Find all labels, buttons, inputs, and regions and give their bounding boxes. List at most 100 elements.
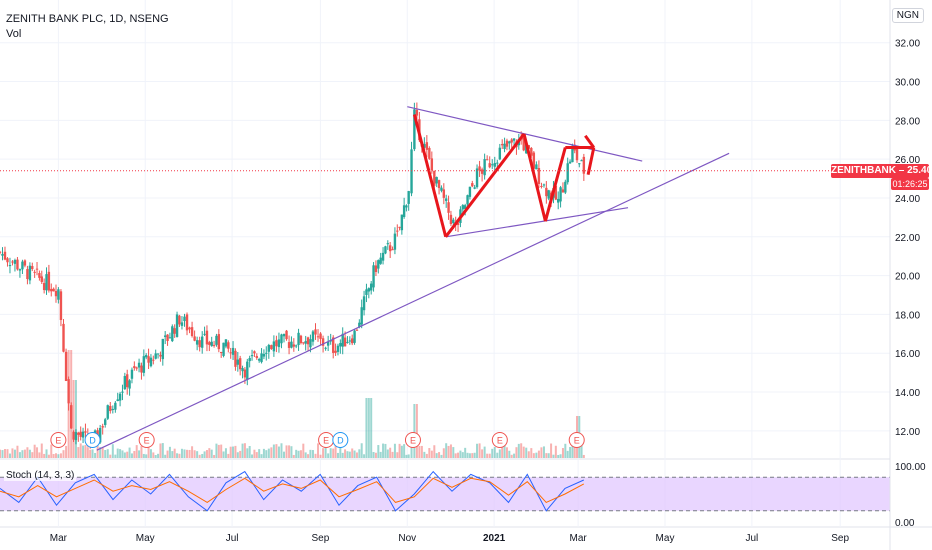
- zigzag-segment: [444, 132, 526, 238]
- candle-body: [369, 283, 373, 291]
- candle-body: [400, 214, 404, 231]
- candle-body: [147, 356, 150, 363]
- volume-bar: [365, 398, 368, 458]
- zigzag-segment: [522, 133, 547, 222]
- volume-bar: [201, 453, 204, 458]
- candle-body: [250, 355, 254, 357]
- volume-bar: [496, 452, 499, 458]
- volume-bar: [461, 452, 464, 458]
- event-marker-circle: [568, 432, 585, 448]
- volume-bar: [152, 452, 155, 458]
- volume-bar: [478, 443, 481, 458]
- candle-body: [38, 273, 41, 278]
- price-axis[interactable]: 12.00 14.00 16.00 18.00 20.00 22.00 24.00 26.00…: [889, 0, 926, 550]
- candle-body: [285, 330, 288, 340]
- candle-body: [478, 166, 481, 171]
- event-marker-label: E: [55, 436, 61, 446]
- candle-body: [505, 140, 509, 147]
- volume-bar: [569, 446, 572, 458]
- trend-drawings[interactable]: [96, 106, 730, 451]
- volume-bar: [363, 454, 366, 458]
- candle-body: [26, 269, 29, 280]
- volume-bar: [205, 450, 208, 458]
- volume-bar: [405, 454, 408, 458]
- volume-bar: [140, 445, 143, 458]
- candle-body: [321, 338, 325, 346]
- candle-body: [253, 351, 256, 354]
- zigzag-segment: [412, 114, 448, 238]
- event-marker-label: E: [410, 436, 416, 446]
- volume-bar: [561, 448, 564, 458]
- candle-body: [480, 169, 484, 174]
- volume-bar: [329, 448, 332, 458]
- candle-body: [545, 187, 548, 197]
- candle-body: [31, 266, 34, 270]
- candle-body: [52, 288, 55, 292]
- candle-body: [265, 352, 268, 354]
- currency-badge[interactable]: NGN: [891, 8, 924, 23]
- volume-bar: [403, 444, 406, 458]
- candle-body: [542, 184, 546, 186]
- volume-bar: [8, 453, 11, 458]
- candle-body: [64, 351, 68, 381]
- candle-body: [224, 339, 228, 347]
- volume-bar: [147, 447, 150, 458]
- candle-body: [334, 350, 337, 353]
- volume-bar: [128, 447, 131, 458]
- volume-bar: [26, 447, 29, 458]
- candle-body: [35, 268, 39, 270]
- volume-bar: [476, 443, 479, 458]
- candle-body: [282, 333, 286, 337]
- symbol-title[interactable]: ZENITH BANK PLC, 1D, NSENG: [6, 13, 169, 25]
- candle-body: [372, 265, 375, 288]
- candle-body: [339, 343, 342, 347]
- candle-body: [498, 147, 502, 160]
- volume-bar: [123, 452, 126, 458]
- volume-bar: [79, 443, 82, 458]
- candle-body: [246, 361, 249, 380]
- volume-bar: [384, 443, 387, 458]
- candle-body: [159, 354, 162, 357]
- arrow-head-upper: [584, 134, 596, 149]
- candle-body: [123, 376, 127, 390]
- candle-body: [178, 315, 181, 325]
- candle-body: [398, 226, 401, 228]
- volume-bar: [353, 450, 356, 458]
- event-marker-circle: [84, 432, 101, 448]
- candle-body: [149, 357, 153, 367]
- volume-bar: [393, 443, 396, 458]
- volume-legend[interactable]: Vol: [6, 28, 22, 40]
- candle-body: [154, 353, 157, 359]
- candle-body: [79, 431, 82, 437]
- candle-body: [568, 161, 572, 164]
- candle-body: [77, 432, 80, 435]
- candle-body: [530, 148, 533, 156]
- candle-body: [195, 340, 199, 345]
- volume-bar: [355, 452, 358, 458]
- volume-bar: [28, 449, 31, 458]
- volume-bar: [573, 443, 576, 458]
- volume-bar: [166, 450, 169, 458]
- candle-body: [287, 342, 291, 348]
- time-axis[interactable]: Mar May Jul Sep Nov 2021 Mar May Jul Sep: [50, 533, 850, 544]
- candle-body: [126, 374, 129, 388]
- volume-bar: [82, 445, 85, 458]
- volume-bar: [336, 452, 339, 458]
- volume-bar: [542, 446, 545, 458]
- volume-bar: [52, 454, 55, 458]
- candle-body: [1, 253, 4, 256]
- volume-bar: [72, 380, 75, 458]
- volume-bar: [559, 454, 562, 458]
- candle-body: [358, 322, 361, 327]
- volume-bar: [550, 443, 553, 458]
- candle-body: [168, 337, 172, 339]
- volume-bar: [370, 398, 373, 458]
- volume-bar: [522, 446, 525, 458]
- stoch-legend[interactable]: Stoch (14, 3, 3): [4, 470, 77, 481]
- candle-body: [496, 162, 499, 164]
- candle-body: [185, 314, 189, 331]
- candle-body: [137, 362, 141, 368]
- candle-body: [461, 205, 464, 210]
- volume-bar: [114, 454, 117, 458]
